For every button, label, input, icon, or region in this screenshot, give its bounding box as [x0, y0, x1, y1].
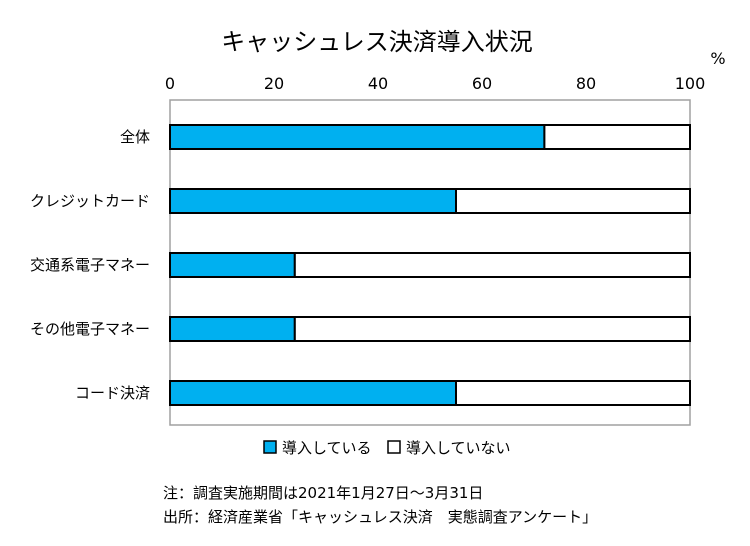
source-note: 出所：経済産業省「キャッシュレス決済 実態調査アンケート」 [163, 508, 597, 526]
legend-swatch-not-adopted [387, 440, 401, 454]
axis-unit-label: % [710, 49, 725, 68]
bar-not-adopted-3 [293, 316, 691, 342]
x-axis-ticks: 0 20 40 60 80 100 [165, 74, 705, 93]
bar-adopted-4 [169, 380, 457, 406]
legend-label-not-adopted: 導入していない [406, 439, 511, 457]
legend-label-adopted: 導入している [282, 439, 372, 457]
category-label-0: 全体 [120, 128, 150, 146]
category-label-2: 交通系電子マネー [30, 256, 150, 274]
x-tick-label-0: 0 [165, 74, 175, 93]
legend: 導入している 導入していない [263, 439, 511, 457]
x-tick-label-20: 20 [264, 74, 284, 93]
bar-not-adopted-1 [455, 188, 691, 214]
x-tick-label-80: 80 [576, 74, 596, 93]
bar-not-adopted-4 [455, 380, 691, 406]
bar-adopted-1 [169, 188, 457, 214]
category-label-3: その他電子マネー [30, 320, 150, 338]
survey-period-note: 注：調査実施期間は2021年1月27日～3月31日 [163, 484, 483, 502]
bar-not-adopted-2 [293, 252, 691, 278]
bar-not-adopted-0 [543, 124, 692, 150]
x-tick-label-40: 40 [368, 74, 388, 93]
category-label-1: クレジットカード [30, 192, 150, 210]
bar-adopted-0 [169, 124, 546, 150]
legend-swatch-adopted [263, 440, 277, 454]
bars [169, 124, 692, 406]
bar-adopted-3 [169, 316, 296, 342]
bar-adopted-2 [169, 252, 296, 278]
x-tick-label-100: 100 [675, 74, 706, 93]
category-label-4: コード決済 [75, 384, 150, 402]
chart-title: キャッシュレス決済導入状況 [221, 28, 533, 56]
x-tick-label-60: 60 [472, 74, 492, 93]
